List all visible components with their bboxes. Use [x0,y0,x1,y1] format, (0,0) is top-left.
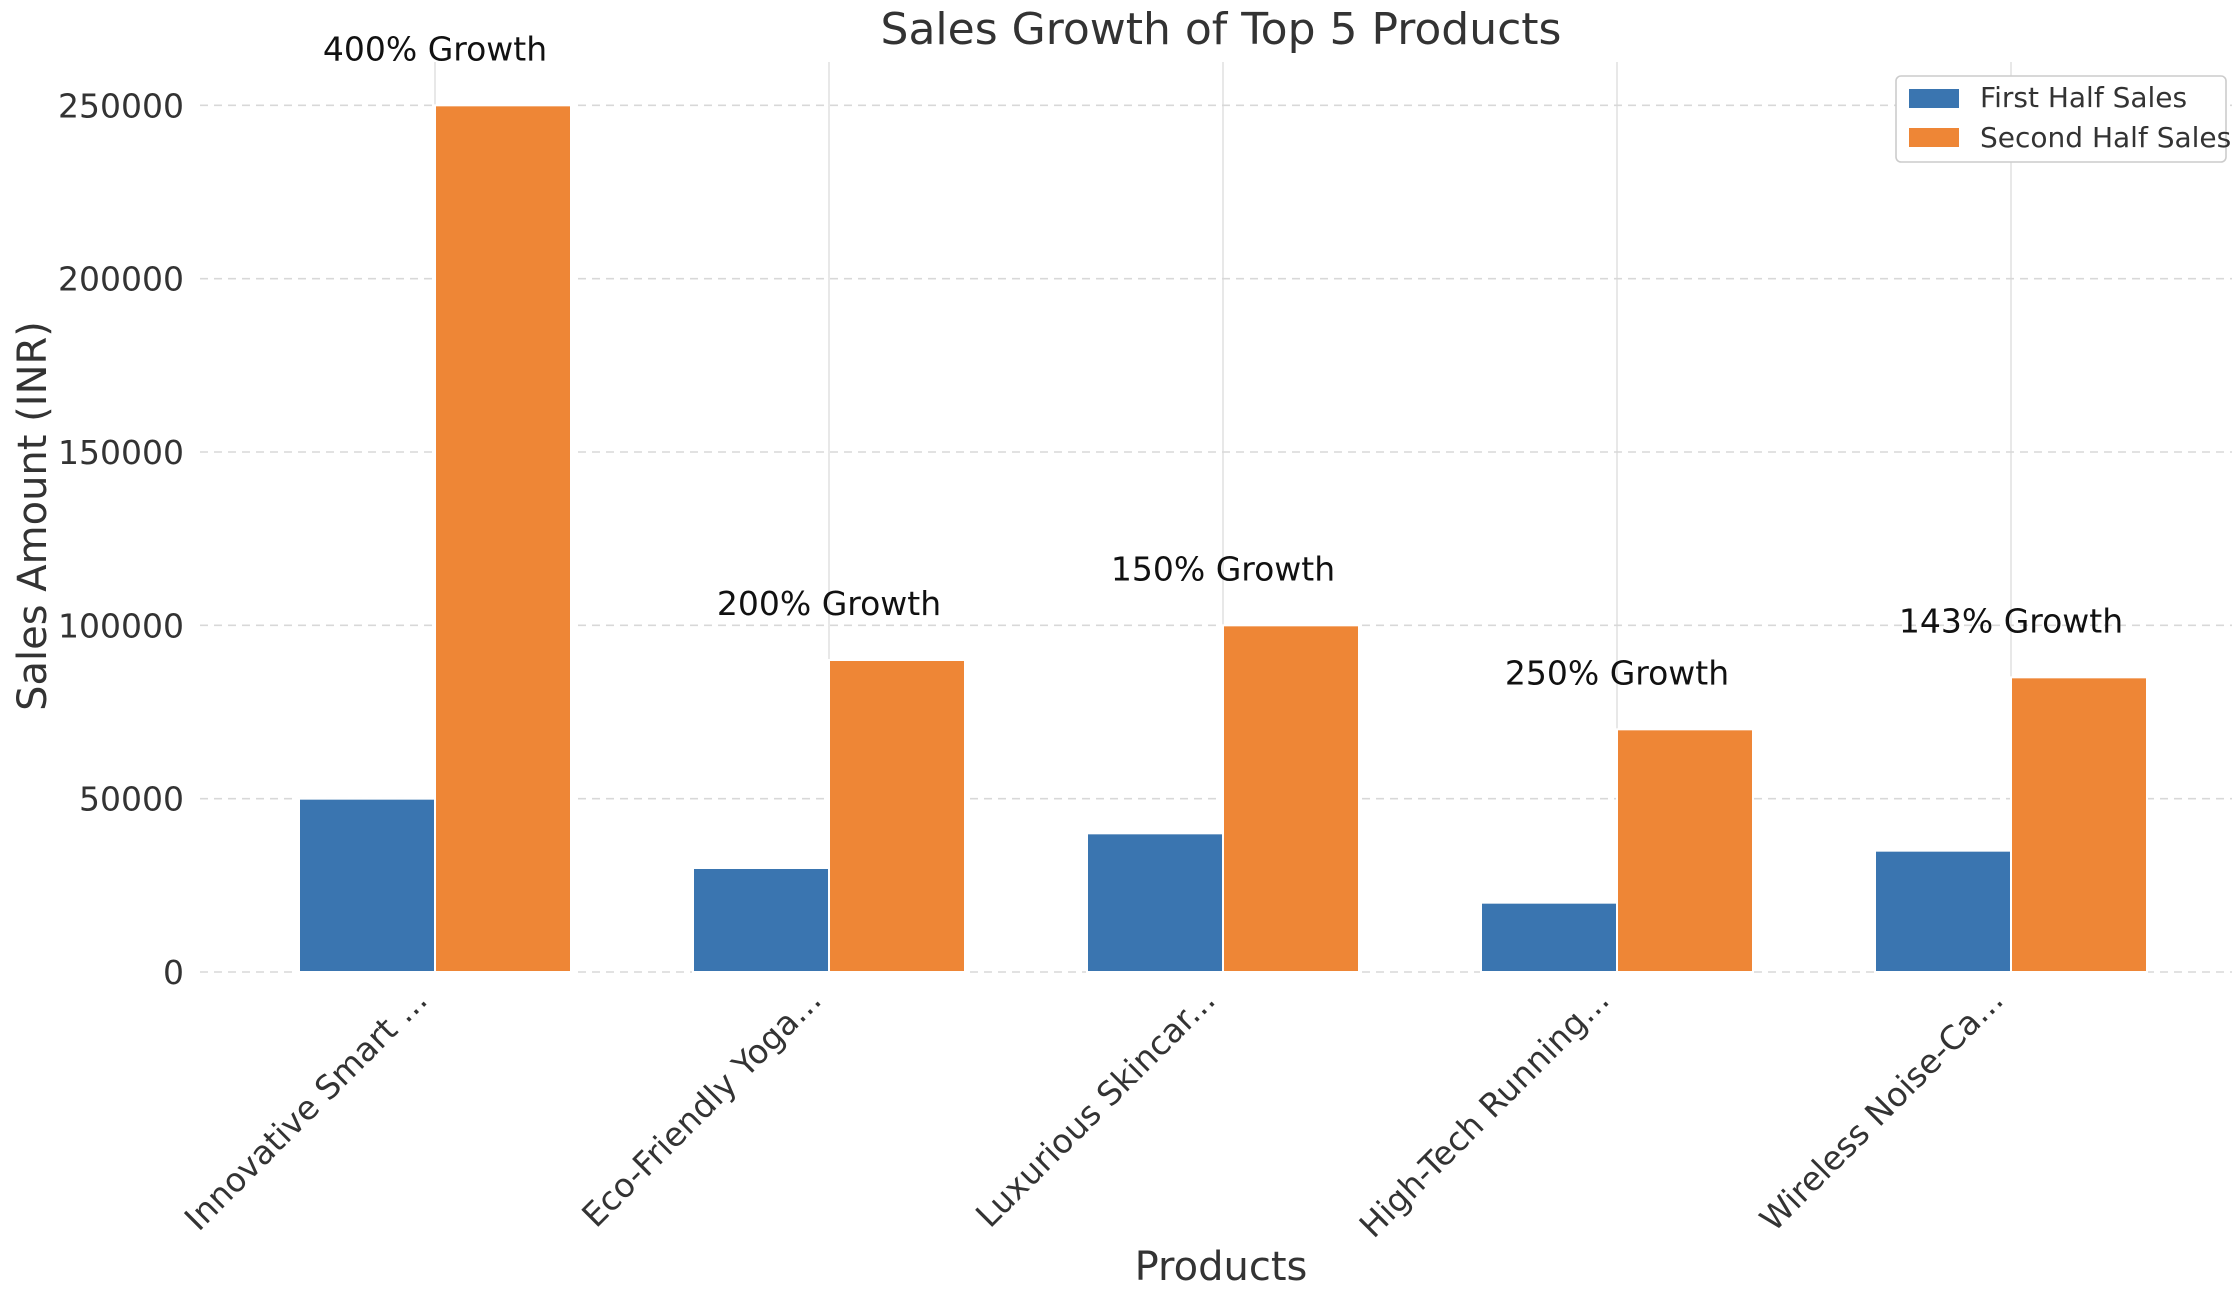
bar-second-half [1222,624,1360,973]
x-tick-label: Wireless Noise-Ca... [1752,980,2011,1239]
growth-annotation: 250% Growth [1505,653,1729,692]
legend-swatch-first-half [1909,89,1959,108]
x-tick-label: High-Tech Running... [1352,980,1617,1245]
annotation-layer: 400% Growth 200% Growth 150% Growth 250% Gr… [323,29,2123,692]
y-tick-label: 200000 [58,260,184,299]
y-tick-label: 100000 [58,606,184,645]
legend-box [1895,75,2227,163]
bar-second-half [434,104,572,974]
x-tick-label: Innovative Smart ... [177,980,435,1238]
legend-label-first-half: First Half Sales [1980,81,2187,114]
y-tick-label: 250000 [58,86,184,125]
growth-annotation: 150% Growth [1111,549,1335,588]
bar-first-half [692,867,830,973]
x-tick-label: Luxurious Skincar... [968,980,1223,1235]
x-tick-label: Eco-Friendly Yoga... [574,980,829,1235]
bar-first-half [1086,832,1224,973]
bar-second-half [2010,676,2148,973]
growth-annotation: 400% Growth [323,29,547,68]
y-tick-label: 150000 [58,433,184,472]
legend-swatch-second-half [1909,128,1959,147]
bar-first-half [1480,901,1618,974]
legend: First Half Sales Second Half Sales [1895,75,2231,163]
chart-title: Sales Growth of Top 5 Products [881,4,1562,55]
bar-first-half [298,797,436,974]
bar-second-half [828,659,966,973]
bar-first-half [1874,849,2012,974]
y-tick-label: 0 [163,953,184,992]
growth-annotation: 143% Growth [1899,601,2123,640]
y-axis-title: Sales Amount (INR) [10,321,56,711]
bars-layer [298,104,2148,974]
y-tick-label: 50000 [79,780,184,819]
x-axis-title: Products [1135,1244,1308,1290]
legend-label-second-half: Second Half Sales [1980,121,2231,154]
bar-second-half [1616,728,1754,973]
growth-annotation: 200% Growth [717,584,941,623]
